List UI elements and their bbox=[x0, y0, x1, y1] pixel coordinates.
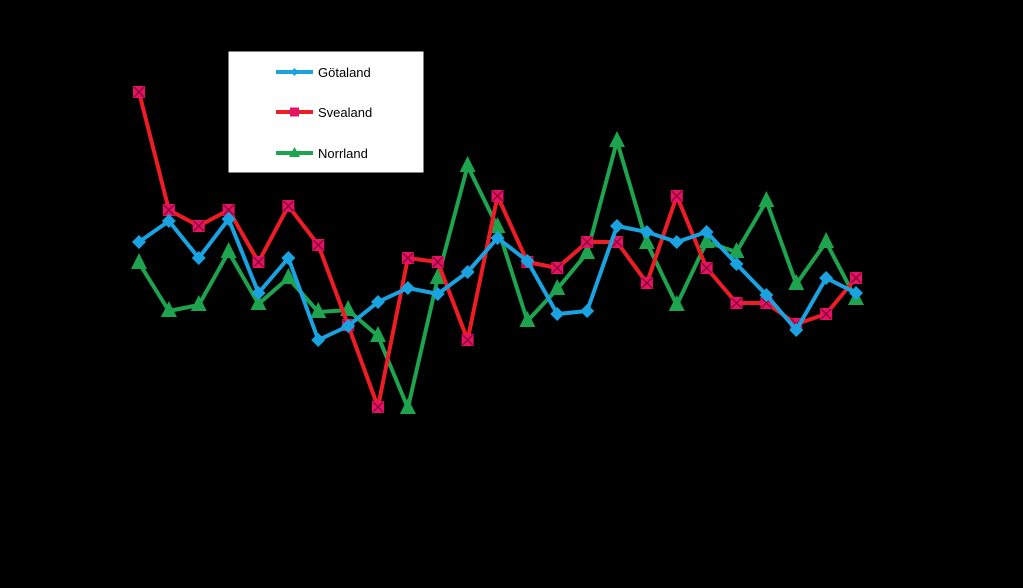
data-point-gotaland-7 bbox=[311, 333, 326, 347]
data-point-norrland-10 bbox=[399, 398, 416, 414]
legend-label-norrland: Norrland bbox=[318, 146, 368, 161]
data-point-svealand-11 bbox=[431, 256, 444, 268]
legend: Götaland Svealand Norrland bbox=[227, 50, 425, 174]
data-point-norrland-5 bbox=[250, 294, 267, 310]
legend-label-gotaland: Götaland bbox=[318, 65, 371, 80]
data-point-svealand-2 bbox=[162, 204, 175, 216]
data-point-svealand-9 bbox=[372, 401, 384, 413]
data-point-gotaland-20 bbox=[699, 225, 714, 239]
legend-marker-norrland bbox=[289, 147, 300, 157]
data-point-norrland-21 bbox=[728, 242, 745, 258]
data-point-gotaland-11 bbox=[430, 287, 445, 301]
data-point-gotaland-16 bbox=[580, 304, 595, 318]
data-point-gotaland-9 bbox=[371, 295, 385, 309]
data-point-norrland-4 bbox=[220, 242, 237, 258]
data-point-norrland-1 bbox=[131, 253, 147, 269]
data-point-gotaland-13 bbox=[490, 231, 505, 245]
data-point-gotaland-1 bbox=[132, 235, 146, 249]
legend-box bbox=[227, 50, 425, 174]
data-point-norrland-15 bbox=[549, 279, 566, 295]
data-point-norrland-11 bbox=[429, 268, 446, 284]
series-svealand bbox=[133, 86, 862, 413]
legend-marker-gotaland bbox=[290, 68, 299, 76]
data-point-gotaland-5 bbox=[251, 286, 266, 300]
data-point-norrland-3 bbox=[190, 295, 207, 311]
data-point-svealand-19 bbox=[670, 190, 683, 202]
data-point-svealand-6 bbox=[282, 200, 295, 212]
data-point-norrland-7 bbox=[310, 302, 327, 318]
data-point-gotaland-8 bbox=[341, 319, 356, 333]
data-point-gotaland-14 bbox=[520, 254, 535, 268]
data-point-svealand-1 bbox=[133, 86, 145, 98]
data-point-svealand-20 bbox=[700, 262, 713, 274]
data-point-norrland-17 bbox=[609, 131, 625, 147]
data-point-norrland-16 bbox=[579, 243, 596, 259]
data-point-gotaland-22 bbox=[759, 288, 774, 302]
data-point-norrland-13 bbox=[489, 217, 506, 233]
data-point-svealand-24 bbox=[820, 308, 833, 320]
data-point-norrland-24 bbox=[818, 232, 835, 248]
data-point-gotaland-21 bbox=[729, 257, 744, 271]
data-point-gotaland-25 bbox=[849, 286, 863, 300]
data-point-norrland-2 bbox=[160, 301, 177, 317]
data-point-gotaland-19 bbox=[669, 235, 684, 249]
data-point-svealand-15 bbox=[551, 262, 564, 274]
data-point-gotaland-12 bbox=[460, 265, 475, 279]
data-point-gotaland-24 bbox=[819, 271, 834, 285]
data-point-norrland-22 bbox=[758, 191, 775, 207]
legend-label-svealand: Svealand bbox=[318, 105, 372, 120]
data-point-norrland-14 bbox=[519, 311, 536, 327]
series-gotaland bbox=[132, 212, 863, 347]
data-point-gotaland-18 bbox=[639, 225, 654, 239]
data-point-gotaland-23 bbox=[789, 323, 804, 337]
data-point-svealand-16 bbox=[581, 236, 594, 248]
data-point-gotaland-2 bbox=[161, 214, 176, 228]
data-point-svealand-21 bbox=[730, 297, 743, 309]
data-point-norrland-9 bbox=[370, 326, 386, 342]
data-point-gotaland-17 bbox=[610, 219, 624, 233]
data-point-svealand-25 bbox=[850, 272, 862, 284]
data-point-gotaland-6 bbox=[281, 251, 296, 265]
data-point-gotaland-3 bbox=[191, 251, 206, 265]
legend-marker-svealand bbox=[290, 107, 299, 117]
data-point-svealand-18 bbox=[640, 277, 653, 289]
data-point-norrland-12 bbox=[459, 156, 476, 172]
data-point-norrland-19 bbox=[668, 295, 685, 311]
data-point-svealand-7 bbox=[312, 239, 325, 251]
data-point-gotaland-10 bbox=[400, 281, 415, 295]
data-point-svealand-12 bbox=[461, 334, 474, 346]
data-point-norrland-18 bbox=[638, 233, 655, 249]
data-point-norrland-20 bbox=[698, 232, 715, 248]
legend-item-gotaland: Götaland bbox=[276, 65, 371, 80]
data-point-svealand-10 bbox=[401, 252, 414, 264]
data-point-svealand-3 bbox=[192, 220, 205, 232]
legend-item-norrland: Norrland bbox=[276, 146, 368, 161]
data-point-norrland-23 bbox=[788, 274, 805, 290]
legend-item-svealand: Svealand bbox=[276, 105, 372, 120]
data-point-gotaland-15 bbox=[550, 307, 565, 321]
data-point-svealand-13 bbox=[491, 190, 504, 202]
series-layer bbox=[131, 86, 864, 414]
data-point-norrland-6 bbox=[280, 268, 297, 284]
series-norrland bbox=[131, 131, 864, 414]
data-point-svealand-4 bbox=[222, 204, 235, 216]
data-point-gotaland-4 bbox=[221, 212, 236, 226]
data-point-svealand-5 bbox=[252, 256, 265, 268]
